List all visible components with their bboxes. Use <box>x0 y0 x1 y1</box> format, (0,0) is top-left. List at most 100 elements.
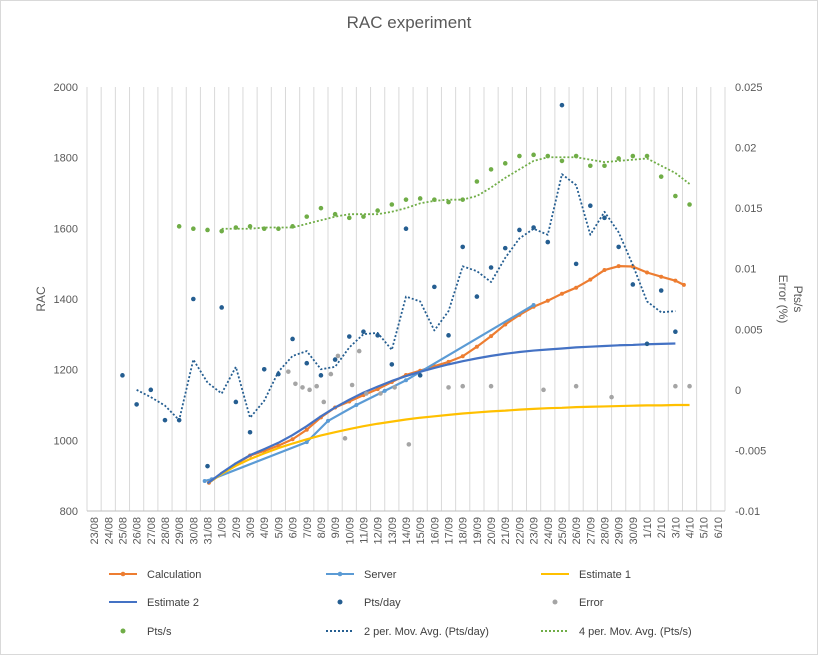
pts-s-point <box>517 153 522 159</box>
pts-day-point <box>346 334 352 339</box>
legend-label-pts-s: Pts/s <box>147 626 172 638</box>
pts-day-point <box>247 429 253 435</box>
error-point <box>378 391 383 396</box>
pts-s-point <box>247 224 253 229</box>
pts-day-point <box>658 288 664 293</box>
error-point <box>609 394 614 400</box>
pts-day-point <box>134 402 139 407</box>
calculation-point <box>474 344 479 349</box>
pts-s-point <box>630 153 636 159</box>
y-tick-label: 1800 <box>54 153 78 165</box>
server-point <box>531 303 536 308</box>
error-point <box>349 382 355 388</box>
pts-s-point <box>446 199 451 205</box>
x-tick-label: 19/09 <box>472 517 484 545</box>
legend-label-2-per-mov-avg-pts-day: 2 per. Mov. Avg. (Pts/day) <box>364 626 489 638</box>
x-tick-label: 8/09 <box>316 517 328 538</box>
y2-tick-label: 0.005 <box>735 324 763 336</box>
x-tick-label: 3/10 <box>670 517 682 538</box>
pts-day-point <box>120 373 125 378</box>
x-tick-label: 31/08 <box>203 517 215 545</box>
calculation-point <box>446 359 451 364</box>
x-tick-label: 12/09 <box>373 517 385 545</box>
pts-day-point <box>474 294 480 299</box>
x-tick-label: 21/09 <box>500 517 512 545</box>
server-point <box>326 418 331 423</box>
error-point <box>300 385 305 390</box>
server-point <box>382 388 387 393</box>
x-tick-label: 14/09 <box>401 517 413 545</box>
pts-s-point <box>219 228 224 234</box>
legend-dot-calculation <box>120 571 126 577</box>
pts-s-point <box>531 152 536 158</box>
x-tick-label: 27/09 <box>585 517 597 545</box>
calculation-point <box>460 354 465 359</box>
error-point <box>573 383 579 389</box>
pts-day-point <box>233 399 239 405</box>
x-tick-label: 26/08 <box>132 517 144 545</box>
pts-day-point <box>630 282 636 287</box>
pts-s-point <box>673 193 678 199</box>
error-point <box>356 348 362 354</box>
calculation-point <box>645 270 650 275</box>
calculation-point <box>588 277 593 282</box>
y3-axis-title: Pts/s <box>791 286 805 313</box>
x-tick-label: 13/09 <box>387 517 399 545</box>
estimate-1-line <box>206 403 690 485</box>
pts-s-point <box>616 156 621 161</box>
pts-s-point <box>176 224 182 229</box>
pts-s-point <box>474 179 480 184</box>
pts-s-point <box>332 211 338 217</box>
x-tick-label: 30/08 <box>188 517 200 545</box>
pts-s-point <box>389 202 395 207</box>
error-point <box>328 371 334 377</box>
y2-tick-label: 0.01 <box>735 264 756 276</box>
y-tick-label: 2000 <box>54 82 78 94</box>
pts-day-point <box>502 245 508 251</box>
calculation-point <box>304 427 309 432</box>
x-axis: 23/08 24/08 25/08 26/08 27/08 28/08 29/08 30/08… <box>87 510 725 545</box>
error-point <box>307 387 312 393</box>
pts-s-point <box>417 196 423 201</box>
legend-marker-pts-day <box>337 599 343 605</box>
x-tick-label: 2/09 <box>231 517 243 538</box>
pts-s-point <box>559 158 565 164</box>
pts-day-point <box>602 215 607 221</box>
y-tick-label: 800 <box>60 506 78 518</box>
x-tick-label: 2/10 <box>656 517 668 538</box>
pts-day-point <box>517 227 522 233</box>
calculation-point <box>290 437 295 442</box>
error-point <box>446 385 451 390</box>
y-tick-label: 1600 <box>54 223 78 235</box>
calculation-point <box>681 282 686 287</box>
server-point <box>202 478 207 483</box>
x-tick-label: 28/09 <box>599 517 611 545</box>
x-tick-label: 16/09 <box>429 517 441 545</box>
y2-tick-label: 0 <box>735 385 741 397</box>
legend-marker-pts-s <box>120 628 126 634</box>
pts-day-point <box>361 329 366 335</box>
pts-day-point <box>148 387 154 393</box>
chart-title: RAC experiment <box>347 13 472 32</box>
pts-s-point <box>588 163 593 169</box>
x-tick-label: 23/09 <box>529 517 541 545</box>
x-tick-label: 9/09 <box>330 517 342 538</box>
legend: Calculation Server Estimate 1 Estimate 2 Pts… <box>109 569 692 638</box>
pts-s-point <box>658 174 664 179</box>
pts-s-point <box>304 214 310 219</box>
calculation-point <box>574 285 579 290</box>
pts-s-point <box>361 214 366 219</box>
y-tick-label: 1400 <box>54 294 78 306</box>
y2-tick-label: -0.005 <box>735 445 766 457</box>
y2-axis-title: Error (%) <box>776 275 790 324</box>
error-point <box>293 381 298 387</box>
x-tick-label: 5/10 <box>699 517 711 538</box>
error-point <box>321 399 327 405</box>
pts-s-point <box>644 153 650 159</box>
pts-s-point <box>191 226 196 232</box>
pts-day-point <box>446 333 451 338</box>
server-line <box>204 304 535 483</box>
estimate-2-line <box>206 342 676 485</box>
x-tick-label: 15/09 <box>415 517 427 545</box>
x-tick-label: 6/09 <box>288 517 300 538</box>
